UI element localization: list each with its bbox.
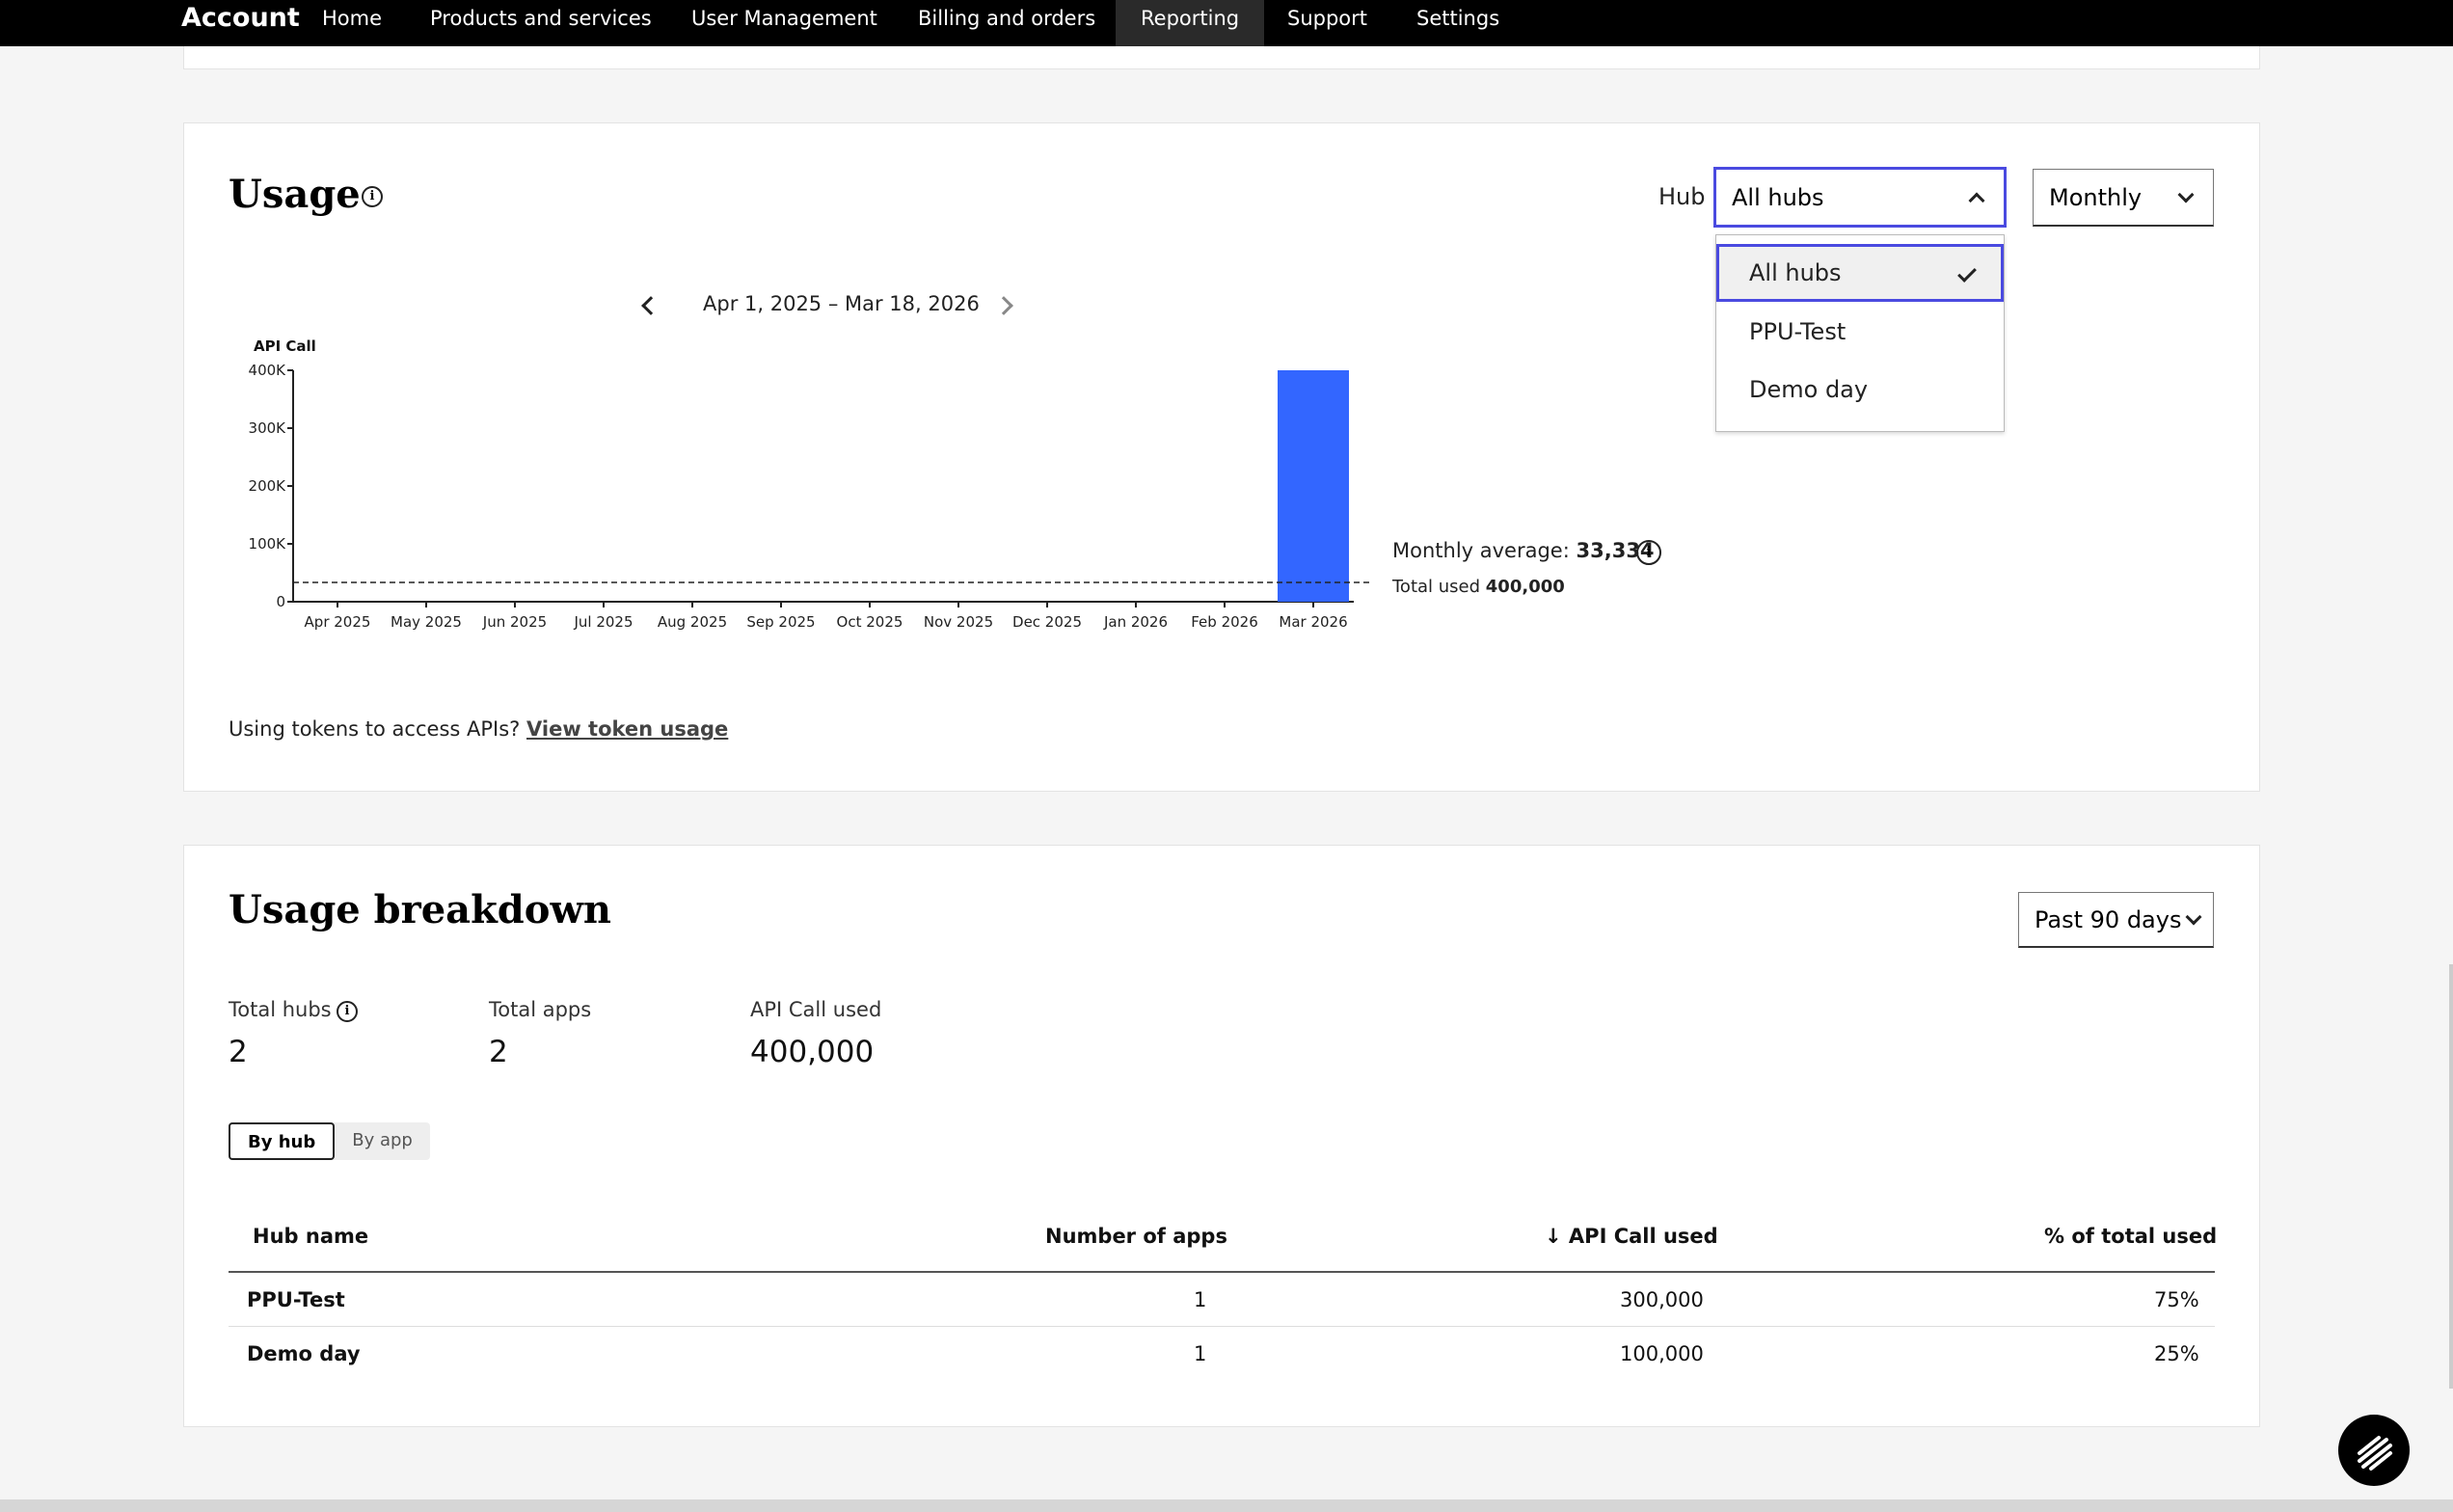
stat-value-api-call-used: 400,000 bbox=[750, 1035, 875, 1069]
chat-button[interactable] bbox=[2338, 1415, 2410, 1486]
hub-option-label: All hubs bbox=[1749, 259, 1842, 286]
token-usage-line: Using tokens to access APIs? View token … bbox=[229, 717, 728, 741]
table-cell-apps: 1 bbox=[1194, 1342, 1207, 1365]
info-icon[interactable]: i bbox=[362, 186, 383, 207]
check-icon bbox=[1957, 263, 1977, 283]
view-toggle: By hub By app bbox=[229, 1122, 430, 1160]
column-header-hub-name[interactable]: Hub name bbox=[253, 1225, 369, 1248]
y-tick-label: 300K bbox=[249, 419, 287, 437]
monthly-average: Monthly average: 33,334 bbox=[1392, 539, 1655, 562]
period-select-value: Monthly bbox=[2049, 183, 2143, 211]
column-header-label: API Call used bbox=[1568, 1225, 1718, 1248]
previous-card bbox=[183, 46, 2260, 69]
hub-option-label: Demo day bbox=[1749, 376, 1869, 403]
stat-label-total-apps: Total apps bbox=[489, 998, 592, 1021]
y-tick-label: 200K bbox=[249, 477, 287, 495]
x-tick-label: Jul 2025 bbox=[573, 613, 633, 631]
scrollbar[interactable] bbox=[2449, 964, 2453, 1389]
table-cell-apps: 1 bbox=[1194, 1288, 1207, 1311]
y-tick-label: 0 bbox=[276, 593, 285, 610]
chevron-down-icon bbox=[2177, 186, 2195, 202]
table-cell-hub-name: PPU-Test bbox=[247, 1288, 345, 1311]
x-tick-label: Mar 2026 bbox=[1279, 613, 1347, 631]
hub-option-demo-day[interactable]: Demo day bbox=[1716, 361, 2004, 418]
nav-reporting[interactable]: Reporting bbox=[1116, 0, 1265, 46]
period-select[interactable]: Monthly bbox=[2033, 169, 2214, 227]
nav-support[interactable]: Support bbox=[1287, 7, 1368, 30]
stat-label-total-hubs: Total hubs bbox=[229, 998, 332, 1021]
tab-by-app[interactable]: By app bbox=[352, 1130, 413, 1150]
hub-select-value: All hubs bbox=[1732, 183, 1824, 211]
x-tick-label: Oct 2025 bbox=[837, 613, 903, 631]
view-token-usage-link[interactable]: View token usage bbox=[526, 717, 729, 741]
date-range: Apr 1, 2025 – Mar 18, 2026 bbox=[703, 292, 980, 315]
chat-icon bbox=[2358, 1436, 2392, 1471]
usage-breakdown-title: Usage breakdown bbox=[229, 887, 611, 932]
chevron-down-icon bbox=[2185, 908, 2202, 925]
total-used-value: 400,000 bbox=[1485, 577, 1565, 597]
hub-select[interactable]: All hubs bbox=[1713, 167, 2007, 228]
info-icon[interactable]: i bbox=[337, 1001, 358, 1022]
y-tick-label: 400K bbox=[249, 362, 287, 379]
chevron-up-icon bbox=[1968, 192, 1985, 208]
x-tick-label: Nov 2025 bbox=[924, 613, 993, 631]
x-tick-label: Dec 2025 bbox=[1012, 613, 1082, 631]
bar bbox=[1278, 370, 1349, 602]
y-axis-label: API Call bbox=[254, 338, 316, 355]
nav-user-management[interactable]: User Management bbox=[691, 7, 877, 30]
column-header-api-call-used[interactable]: ↓ API Call used bbox=[1545, 1225, 1718, 1248]
usage-breakdown-card bbox=[183, 845, 2260, 1427]
stat-value-total-apps: 2 bbox=[489, 1035, 508, 1069]
x-tick-label: Sep 2025 bbox=[746, 613, 815, 631]
table-row-divider bbox=[229, 1326, 2215, 1327]
x-tick-label: Jan 2026 bbox=[1103, 613, 1168, 631]
tab-by-hub[interactable]: By hub bbox=[229, 1122, 336, 1160]
nav-billing-and-orders[interactable]: Billing and orders bbox=[918, 7, 1096, 30]
usage-title: Usage bbox=[229, 172, 361, 217]
usage-card bbox=[183, 122, 2260, 792]
monthly-average-label: Monthly average: bbox=[1392, 539, 1570, 562]
info-icon[interactable]: i bbox=[1636, 540, 1661, 565]
table-cell-hub-name: Demo day bbox=[247, 1342, 361, 1365]
nav-settings[interactable]: Settings bbox=[1416, 7, 1500, 30]
x-tick-label: Aug 2025 bbox=[658, 613, 727, 631]
hub-option-label: PPU-Test bbox=[1749, 318, 1846, 345]
top-nav: Account Home Products and services User … bbox=[0, 0, 2453, 46]
x-tick-label: May 2025 bbox=[391, 613, 462, 631]
table-cell-used: 100,000 bbox=[1620, 1342, 1704, 1365]
x-tick-label: Feb 2026 bbox=[1191, 613, 1258, 631]
horizontal-scrollbar[interactable] bbox=[0, 1499, 2453, 1512]
x-tick-label: Apr 2025 bbox=[305, 613, 371, 631]
x-tick-label: Jun 2025 bbox=[482, 613, 547, 631]
token-usage-text: Using tokens to access APIs? bbox=[229, 717, 521, 741]
hub-option-all-hubs[interactable]: All hubs bbox=[1716, 244, 2004, 302]
column-header-percent-of-total[interactable]: % of total used bbox=[2044, 1225, 2218, 1248]
column-header-number-of-apps[interactable]: Number of apps bbox=[1045, 1225, 1227, 1248]
range-select[interactable]: Past 90 days bbox=[2018, 892, 2214, 948]
hub-dropdown-menu: All hubs PPU-Test Demo day bbox=[1715, 234, 2005, 432]
table-cell-used: 300,000 bbox=[1620, 1288, 1704, 1311]
stat-value-total-hubs: 2 bbox=[229, 1035, 248, 1069]
table-cell-pct: 75% bbox=[2154, 1288, 2199, 1311]
y-tick-label: 100K bbox=[249, 535, 287, 553]
nav-products-and-services[interactable]: Products and services bbox=[430, 7, 652, 30]
table-header-divider bbox=[229, 1271, 2215, 1273]
stat-label-api-call-used: API Call used bbox=[750, 998, 882, 1021]
nav-home[interactable]: Home bbox=[322, 7, 383, 30]
total-used: Total used 400,000 bbox=[1392, 577, 1565, 597]
hub-option-ppu-test[interactable]: PPU-Test bbox=[1716, 303, 2004, 361]
hub-label: Hub bbox=[1658, 183, 1706, 210]
total-used-label: Total used bbox=[1392, 577, 1481, 597]
usage-chart: API Call 0 100K 200K 300K 400K Apr 2025 May 202… bbox=[249, 338, 1373, 631]
table-cell-pct: 25% bbox=[2154, 1342, 2199, 1365]
brand-logo[interactable]: Account bbox=[181, 3, 300, 33]
arrow-down-icon: ↓ bbox=[1545, 1225, 1562, 1248]
range-select-value: Past 90 days bbox=[2035, 905, 2182, 933]
